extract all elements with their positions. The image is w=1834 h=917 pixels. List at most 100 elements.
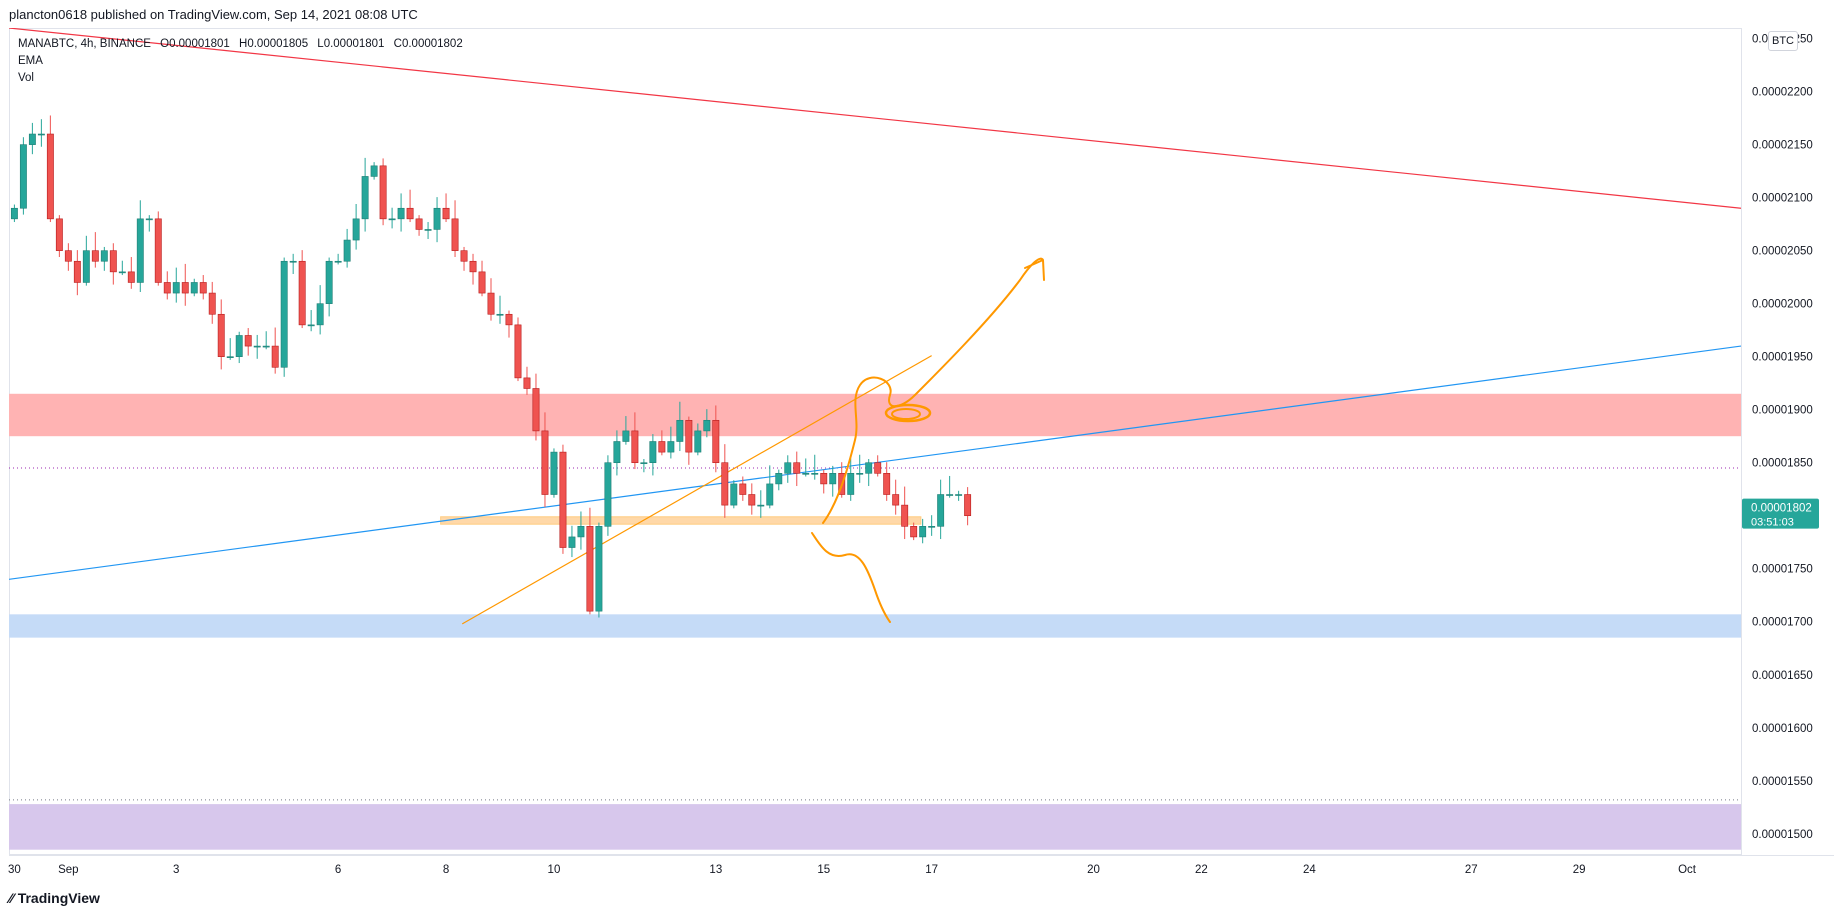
legend-low: L0.00001801 xyxy=(317,38,385,50)
candle-body xyxy=(217,313,225,357)
candle-body xyxy=(181,282,189,294)
x-tick-label: Oct xyxy=(1678,864,1697,876)
candle-body xyxy=(802,473,810,475)
candle-body xyxy=(55,218,63,251)
candle-body xyxy=(793,462,801,474)
candle-body xyxy=(289,260,297,263)
last-price-label: 0.00001802 xyxy=(1751,503,1812,515)
candle-body xyxy=(667,441,675,453)
candle-body xyxy=(775,473,783,485)
trendline-red-downtrend xyxy=(9,28,1741,209)
candle-body xyxy=(100,250,108,262)
legend-close: C0.00001802 xyxy=(393,38,463,50)
legend-symbol[interactable]: MANABTC, 4h, BINANCE xyxy=(18,38,151,50)
candle-body xyxy=(694,430,702,453)
candle-body xyxy=(172,282,180,294)
candle-body xyxy=(298,260,306,326)
candle-body xyxy=(730,483,738,506)
candle-body xyxy=(577,526,585,538)
candle-body xyxy=(766,483,774,506)
candle-body xyxy=(379,165,387,220)
candle-body xyxy=(325,260,333,304)
candle-body xyxy=(136,218,144,283)
candle-body xyxy=(685,419,693,453)
y-tick-label: 0.00001750 xyxy=(1752,564,1813,576)
candle-body xyxy=(964,494,972,517)
candle-body xyxy=(118,271,126,274)
candle-body xyxy=(73,260,81,283)
x-tick-label: 24 xyxy=(1303,864,1316,876)
candle-body xyxy=(721,462,729,506)
y-tick-label: 0.00001850 xyxy=(1752,458,1813,470)
candle-body xyxy=(784,462,792,474)
candle-body xyxy=(91,250,99,262)
candle-body xyxy=(649,441,657,464)
candle-body xyxy=(748,494,756,506)
y-tick-label: 0.00001600 xyxy=(1752,723,1813,735)
candle-body xyxy=(892,494,900,506)
candle-body xyxy=(811,473,819,475)
candle-body xyxy=(307,324,315,327)
candle-body xyxy=(352,218,360,241)
candle-body xyxy=(532,388,540,432)
candle-body xyxy=(370,165,378,177)
candle-body xyxy=(334,260,342,263)
candle-body xyxy=(568,536,576,548)
candle-body xyxy=(505,313,513,326)
candle-body xyxy=(901,504,909,527)
x-tick-label: 3 xyxy=(173,864,179,876)
zone-support-orange xyxy=(440,516,922,525)
x-tick-label: 29 xyxy=(1573,864,1586,876)
candle-body xyxy=(919,526,927,538)
y-tick-label: 0.00001550 xyxy=(1752,776,1813,788)
candle-body xyxy=(631,430,639,464)
candle-body xyxy=(271,345,279,368)
candle-body xyxy=(424,229,432,231)
candle-body xyxy=(406,207,414,220)
currency-scale-badge[interactable]: BTC xyxy=(1768,31,1798,51)
candle-body xyxy=(451,218,459,251)
y-tick-label: 0.00002050 xyxy=(1752,246,1813,258)
candle-body xyxy=(244,335,252,347)
candle-body xyxy=(883,473,891,495)
candle-body xyxy=(154,218,162,283)
zone-purple-bottom xyxy=(9,804,1741,850)
x-tick-label: 10 xyxy=(548,864,561,876)
candle-body xyxy=(361,176,369,220)
y-tick-label: 0.00001950 xyxy=(1752,352,1813,364)
bearish-scenario-drawing xyxy=(811,532,891,623)
candle-body xyxy=(541,430,549,495)
candle-body xyxy=(82,250,90,283)
candle-body xyxy=(586,526,594,612)
zone-resistance xyxy=(9,393,1741,437)
candle-body xyxy=(910,526,918,538)
x-tick-label: 13 xyxy=(709,864,722,876)
candle-body xyxy=(658,441,666,453)
candle-body xyxy=(847,473,855,495)
candle-body xyxy=(190,282,198,294)
candle-body xyxy=(415,218,423,230)
footer-brand-text: TradingView xyxy=(17,890,100,906)
x-tick-label: 17 xyxy=(925,864,938,876)
candle-body xyxy=(523,377,531,389)
countdown-label: 03:51:03 xyxy=(1751,517,1794,529)
candle-body xyxy=(640,462,648,465)
last-price-badge xyxy=(1742,498,1819,529)
legend-open: O0.00001801 xyxy=(160,38,230,50)
candle-body xyxy=(235,335,243,357)
candle-body xyxy=(487,292,495,315)
candle-body xyxy=(343,239,351,262)
candle-body xyxy=(946,494,954,496)
y-tick-label: 0.00002100 xyxy=(1752,193,1813,205)
candle-body xyxy=(829,473,837,485)
legend-ema[interactable]: EMA xyxy=(18,55,43,67)
plot-area xyxy=(9,28,1741,850)
candle-body xyxy=(46,133,54,220)
candle-body xyxy=(280,260,288,368)
legend-vol[interactable]: Vol xyxy=(18,72,34,84)
candle-body xyxy=(163,282,171,294)
candle-body xyxy=(109,250,117,273)
legend-ohlc-row: MANABTC, 4h, BINANCE O0.00001801 H0.0000… xyxy=(18,36,463,53)
y-tick-label: 0.00002150 xyxy=(1752,140,1813,152)
